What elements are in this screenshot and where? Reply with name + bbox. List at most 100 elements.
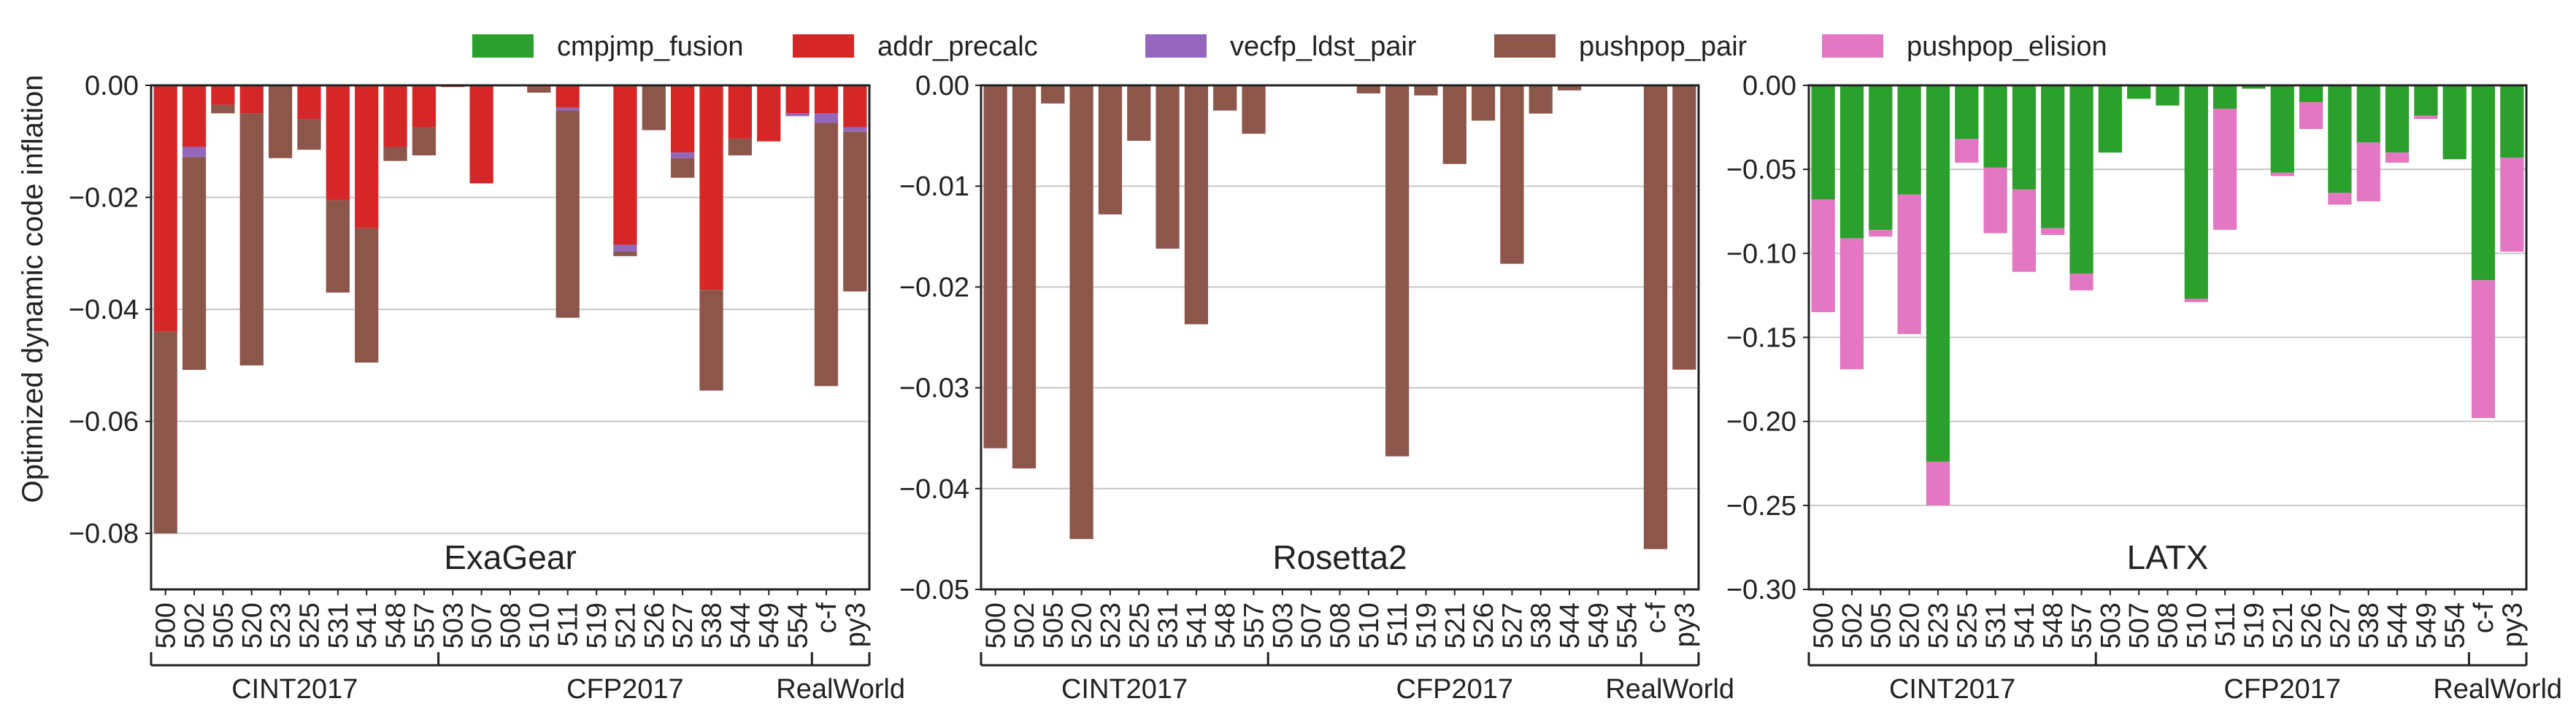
bar-pushpop_pair-544 (728, 138, 753, 155)
x-tick-label: 510 (2182, 603, 2212, 648)
bar-pushpop_elision-505 (1869, 230, 1893, 237)
x-tick-label: 544 (1555, 603, 1585, 648)
bar-vecfp_ldst_pair-527 (671, 152, 695, 158)
bar-pushpop_elision-502 (1839, 238, 1864, 370)
x-tick-label: 525 (1124, 603, 1155, 648)
x-tick-label: 548 (381, 603, 412, 648)
x-tick-label: 511 (2210, 603, 2241, 647)
bar-addr_precalc-py3 (843, 85, 867, 128)
bar-addr_precalc-507 (469, 85, 493, 184)
x-tick-label: 523 (266, 603, 296, 648)
y-tick-label: −0.02 (899, 272, 969, 303)
bar-pushpop_pair-520 (239, 113, 264, 365)
bar-vecfp_ldst_pair-502 (182, 147, 207, 158)
bar-pushpop_pair-538 (1529, 85, 1553, 114)
x-tick-label: 502 (1837, 603, 1868, 648)
bar-pushpop_pair-511 (1385, 85, 1410, 457)
bar-pushpop_pair-527 (671, 158, 695, 178)
bar-pushpop_pair-531 (1156, 85, 1180, 249)
x-tick-label: 544 (2383, 603, 2413, 648)
group-label: CINT2017 (1889, 674, 2015, 705)
bars (983, 85, 1696, 549)
x-tick-label: 526 (639, 603, 670, 648)
bar-cmpjmp_fusion-549 (2414, 85, 2438, 116)
y-tick-label: 0.00 (1742, 71, 1796, 101)
x-tick-label: 500 (1809, 603, 1839, 648)
x-tick-label: 538 (697, 603, 728, 648)
y-tick-label: −0.04 (899, 474, 969, 505)
bar-vecfp_ldst_pair-py3 (843, 127, 867, 132)
y-tick-label: −0.30 (1726, 575, 1796, 605)
x-tick-label: 527 (1497, 603, 1528, 648)
y-tick-label: −0.01 (899, 171, 969, 202)
bar-cmpjmp_fusion-521 (2270, 85, 2294, 173)
bar-addr_precalc-541 (355, 85, 379, 228)
bar-pushpop_pair-521 (613, 252, 637, 257)
panel-rosetta2: 0.00−0.01−0.02−0.03−0.04−0.0550050250552… (899, 71, 1734, 705)
x-tick-label: 507 (467, 603, 498, 648)
bar-pushpop_pair-541 (1184, 85, 1209, 325)
bar-pushpop_elision-541 (2012, 189, 2037, 272)
group-label: CINT2017 (231, 674, 358, 705)
x-tick-label: 549 (2411, 603, 2442, 648)
x-tick-label: 520 (237, 603, 268, 648)
x-tick-label: 549 (754, 603, 785, 648)
x-tick-label: c-f (812, 603, 842, 634)
bar-pushpop_pair-525 (297, 119, 321, 150)
x-tick-label: 531 (323, 603, 354, 648)
bar-pushpop_pair-519 (1414, 85, 1438, 96)
bar-pushpop_pair-c-f (1643, 85, 1668, 549)
group-label: CINT2017 (1061, 674, 1188, 705)
x-tick-label: 526 (2296, 603, 2327, 648)
bar-pushpop_pair-544 (1557, 85, 1582, 90)
bar-pushpop_pair-500 (983, 85, 1007, 449)
bar-addr_precalc-525 (297, 85, 321, 120)
bar-pushpop_pair-523 (268, 85, 293, 158)
group-brackets: CINT2017 CFP2017 RealWorld (150, 652, 905, 705)
x-tick-label: 541 (1182, 603, 1212, 648)
x-tick-label: 507 (2124, 603, 2155, 648)
legend: cmpjmp_fusion addr_precalc vecfp_ldst_pair… (472, 31, 2107, 62)
bar-pushpop_elision-549 (2414, 115, 2438, 120)
bar-addr_precalc-520 (239, 85, 264, 114)
x-tick-label: 519 (1411, 603, 1442, 648)
legend-label-pushpop_pair: pushpop_pair (1579, 31, 1748, 62)
bar-cmpjmp_fusion-541 (2012, 85, 2037, 190)
bar-addr_precalc-505 (211, 85, 235, 105)
y-tick-label: −0.04 (69, 295, 139, 325)
bar-addr_precalc-531 (326, 85, 350, 201)
bar-pushpop_pair-538 (699, 290, 723, 391)
x-tick-label: 507 (1296, 603, 1327, 648)
bar-cmpjmp_fusion-c-f (2471, 85, 2496, 281)
y-tick-label: −0.03 (899, 373, 969, 404)
bar-pushpop_pair-502 (182, 157, 207, 371)
x-tick-label: 505 (208, 603, 239, 648)
bar-pushpop_pair-520 (1069, 85, 1093, 539)
bar-addr_precalc-554 (785, 85, 810, 114)
bar-addr_precalc-511 (555, 85, 580, 108)
group-label: RealWorld (1605, 674, 1734, 705)
bar-addr_precalc-521 (613, 85, 637, 245)
x-tick-label: 519 (582, 603, 612, 648)
bar-pushpop_elision-c-f (2471, 280, 2496, 419)
bar-pushpop_pair-557 (1242, 85, 1266, 134)
legend-item-pushpop_pair: pushpop_pair (1494, 31, 1748, 62)
x-tick-label: c-f (1641, 603, 1672, 634)
group-label: RealWorld (776, 674, 905, 705)
group-brackets: CINT2017 CFP2017 RealWorld (1807, 652, 2562, 705)
bar-cmpjmp_fusion-503 (2098, 85, 2122, 153)
x-tick-label: 520 (1895, 603, 1926, 648)
legend-label-addr_precalc: addr_precalc (877, 31, 1038, 62)
bar-pushpop_elision-510 (2184, 298, 2208, 303)
y-tick-label: −0.06 (69, 407, 139, 438)
bar-pushpop_pair-521 (1442, 85, 1466, 164)
bar-pushpop_elision-544 (2385, 152, 2410, 163)
x-tick-label: 508 (2153, 603, 2184, 648)
x-tick-label: 503 (2096, 603, 2126, 648)
legend-swatch-vecfp_ldst_pair (1145, 34, 1207, 58)
plot-frame (1807, 84, 2528, 591)
x-tick-label: 502 (1010, 603, 1040, 648)
bar-cmpjmp_fusion-502 (1839, 85, 1864, 239)
bar-cmpjmp_fusion-523 (1926, 85, 1950, 462)
x-tick-label: py3 (840, 603, 871, 647)
